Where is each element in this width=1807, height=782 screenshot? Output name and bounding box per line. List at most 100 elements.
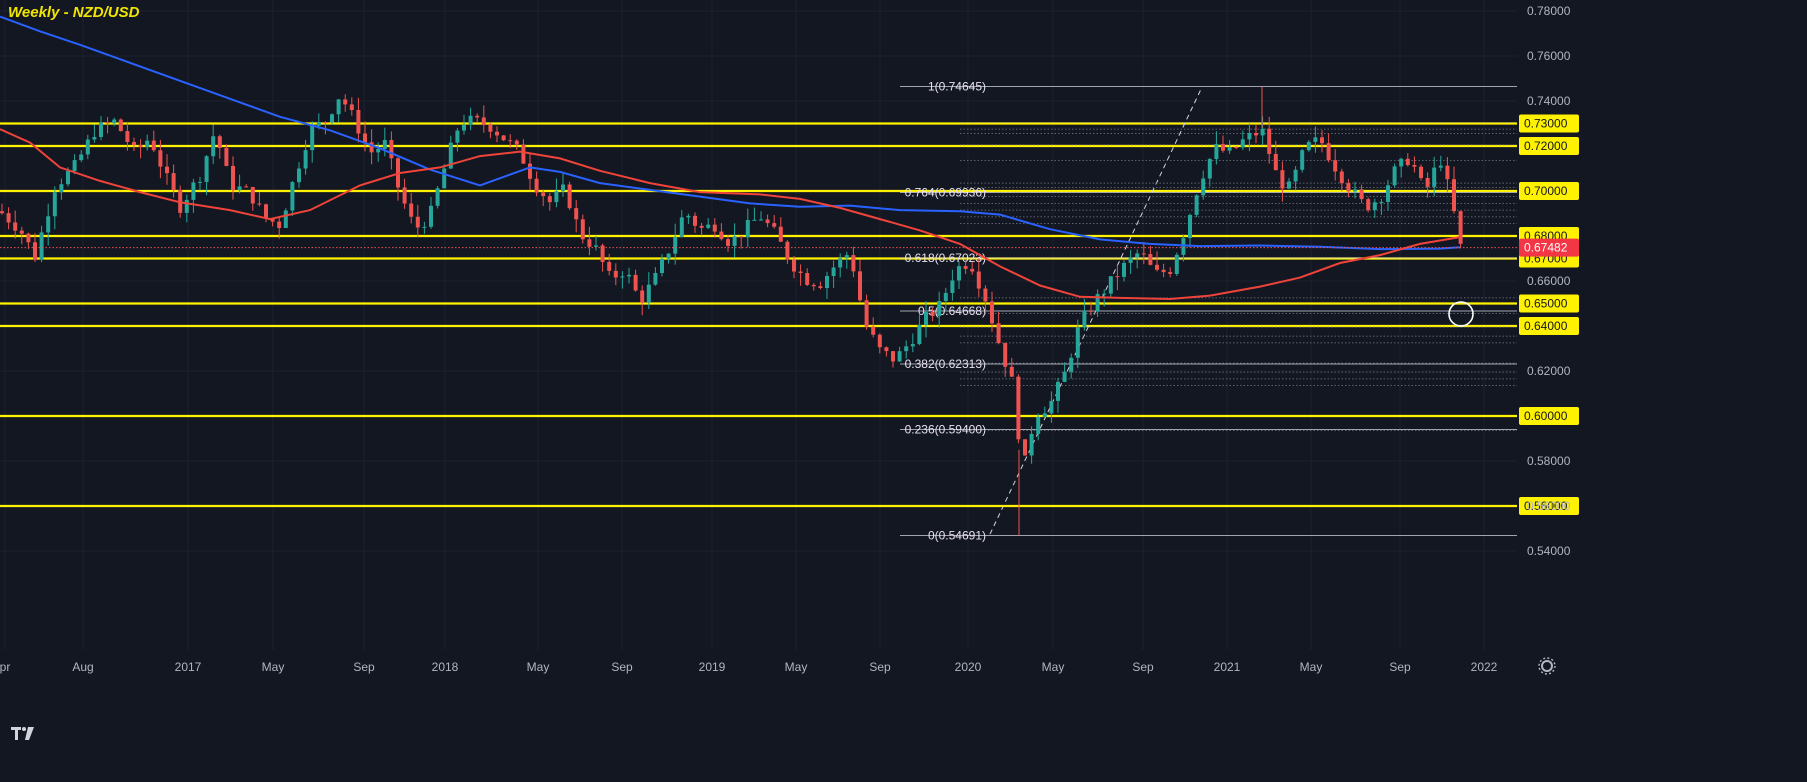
candle: [534, 171, 539, 197]
candle: [547, 193, 552, 211]
fib-level-label: 0.5(0.64668): [918, 304, 986, 318]
level-price-label: 0.60000: [1524, 409, 1568, 423]
level-price-tag: [1519, 182, 1579, 200]
candle: [1353, 181, 1357, 199]
candle: [594, 235, 598, 251]
candle: [231, 156, 235, 200]
candle: [13, 210, 18, 239]
candle: [1399, 157, 1404, 178]
fib-level-label: 0.236(0.59400): [905, 423, 986, 437]
candle: [917, 314, 922, 346]
candle: [924, 301, 928, 338]
x-tick-label: Sep: [1132, 660, 1154, 674]
candle: [277, 217, 282, 239]
candle: [1155, 251, 1159, 272]
candle: [1029, 426, 1034, 464]
candle: [1023, 439, 1027, 456]
candle: [1306, 140, 1311, 152]
level-price-tag: [1519, 497, 1579, 515]
candle: [435, 186, 440, 209]
candle: [1095, 289, 1100, 317]
candle: [39, 225, 44, 263]
candle: [1082, 298, 1087, 331]
candle: [693, 212, 697, 233]
candle: [1009, 357, 1014, 377]
x-tick-label: May: [1300, 660, 1323, 674]
candle: [726, 235, 730, 252]
level-price-tag: [1519, 317, 1579, 335]
candle: [26, 232, 31, 249]
candle: [1386, 179, 1390, 211]
candle: [818, 281, 823, 290]
candle: [1221, 135, 1225, 153]
candle: [686, 213, 691, 224]
fib-level-label: 0(0.54691): [928, 528, 986, 542]
candle: [884, 346, 889, 357]
candle: [1188, 213, 1192, 248]
candle: [554, 178, 559, 208]
settings-gear-icon[interactable]: [1538, 657, 1556, 675]
candle: [1419, 164, 1423, 181]
x-tick-label: Sep: [869, 660, 891, 674]
candle: [165, 154, 169, 185]
candle: [798, 264, 803, 286]
candle: [1214, 131, 1219, 165]
candle: [1089, 301, 1093, 316]
candle: [495, 126, 499, 143]
x-tick-label: May: [527, 660, 550, 674]
candle: [237, 174, 242, 194]
candle: [1254, 124, 1258, 144]
candle: [957, 261, 961, 289]
candle: [112, 117, 117, 127]
candle: [990, 291, 994, 332]
candle: [732, 223, 737, 258]
candle: [1122, 260, 1126, 282]
candle: [508, 134, 513, 149]
x-tick-label: Sep: [353, 660, 375, 674]
candle: [712, 218, 717, 238]
chart-title: Weekly - NZD/USD: [8, 4, 140, 21]
candle: [1260, 116, 1265, 146]
moving-average-slow-line: [0, 15, 1461, 251]
y-tick-label: 0.56000: [1527, 499, 1571, 513]
candle: [211, 124, 216, 165]
candle: [514, 139, 519, 150]
candle: [1062, 362, 1067, 383]
candle: [118, 118, 123, 132]
current-price-tag: [1519, 238, 1579, 257]
candle: [158, 139, 163, 179]
candle: [92, 124, 97, 143]
candle: [59, 178, 64, 200]
candle: [825, 271, 829, 300]
candle: [330, 113, 334, 125]
candle: [627, 267, 631, 284]
candle: [1438, 155, 1443, 172]
candle: [1003, 342, 1008, 377]
candle: [303, 139, 308, 175]
candle: [646, 272, 651, 309]
candle: [105, 116, 110, 134]
candle: [574, 200, 579, 233]
candle: [930, 307, 935, 322]
candle: [151, 130, 156, 153]
candle: [396, 157, 400, 201]
candle: [46, 203, 51, 246]
candle: [831, 260, 836, 289]
level-price-tag: [1519, 114, 1579, 133]
candle: [541, 189, 546, 207]
candle: [1247, 123, 1252, 152]
candle: [640, 285, 645, 316]
fib-level-label: 0.382(0.62313): [905, 357, 986, 371]
candle: [864, 294, 869, 330]
candle: [429, 196, 433, 229]
candle: [6, 207, 11, 230]
candle: [85, 134, 90, 160]
candle: [910, 333, 915, 353]
x-tick-label: 2022: [1471, 660, 1498, 674]
candle: [217, 134, 222, 159]
candle: [99, 116, 103, 141]
candle: [963, 260, 968, 275]
candle: [811, 282, 816, 291]
